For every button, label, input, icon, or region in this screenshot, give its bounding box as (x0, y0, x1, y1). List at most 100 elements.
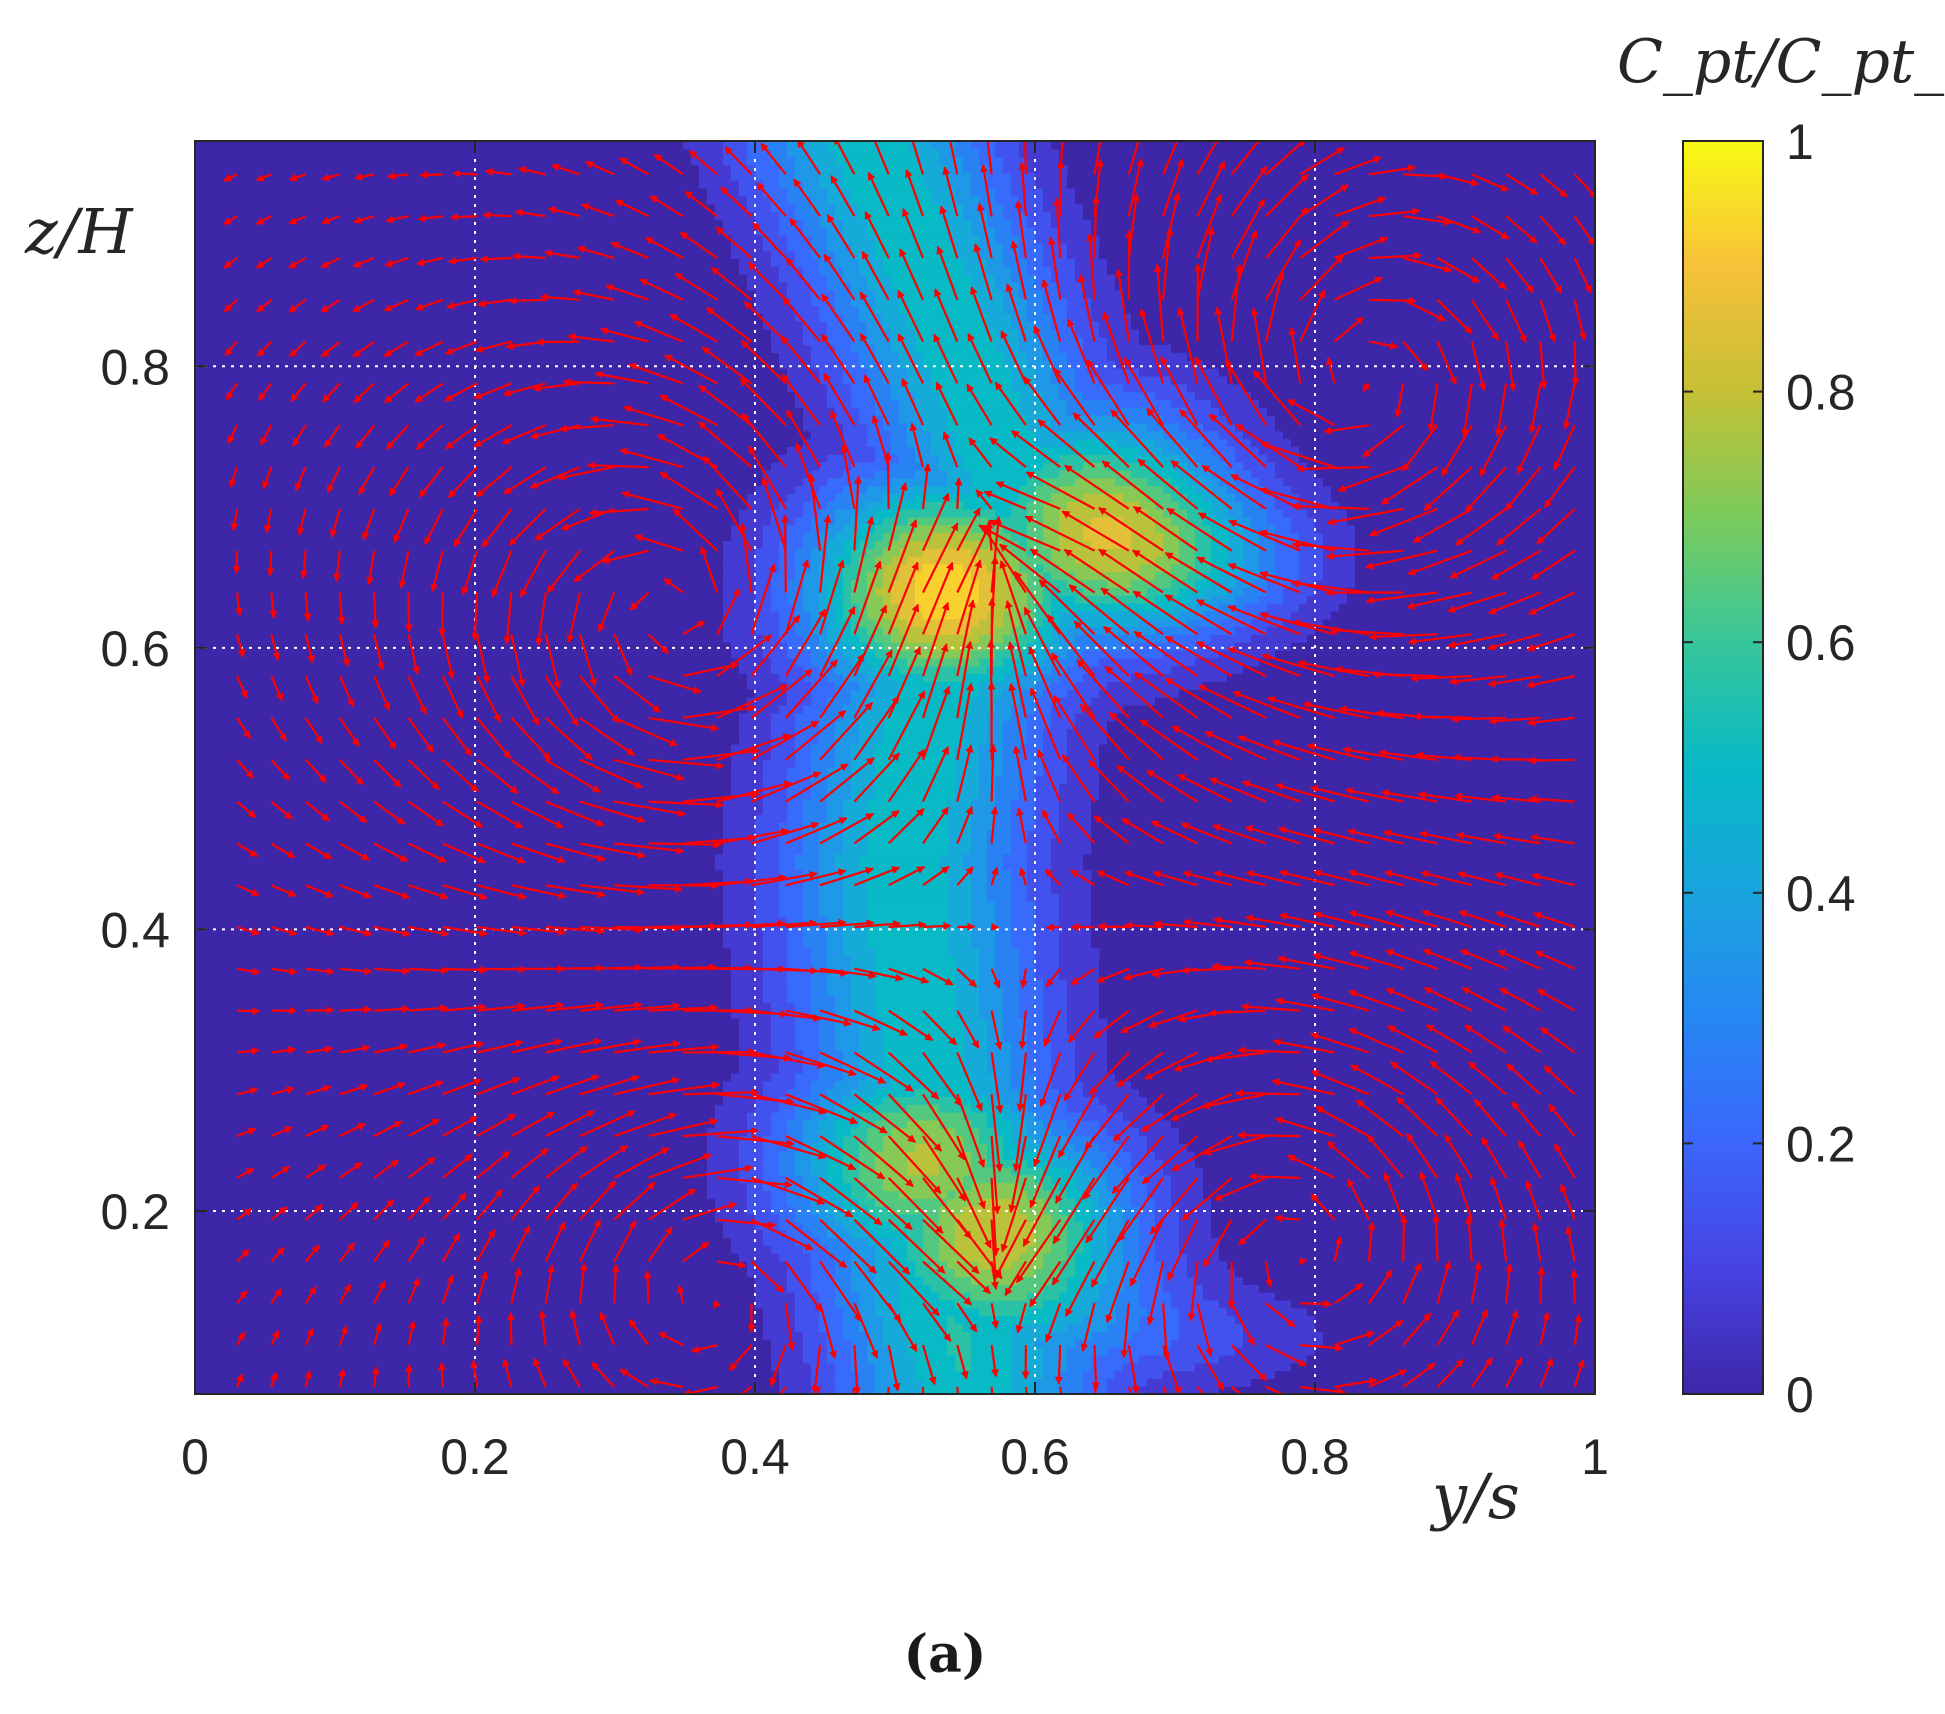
contour-cell (963, 1339, 972, 1348)
contour-cell (907, 1284, 916, 1293)
contour-cell (1043, 1096, 1052, 1105)
contour-cell (979, 728, 988, 737)
contour-cell (939, 877, 948, 886)
contour-cell (803, 924, 812, 933)
contour-cell (1123, 1166, 1132, 1176)
contour-cell (739, 931, 748, 941)
contour-cell (1307, 1331, 1316, 1340)
contour-cell (755, 1143, 764, 1152)
contour-cell (867, 1065, 876, 1074)
contour-cell (995, 1213, 1004, 1223)
contour-cell (1035, 767, 1044, 776)
contour-cell (811, 900, 820, 910)
contour-cell (1099, 1080, 1108, 1090)
contour-cell (1035, 1080, 1044, 1090)
contour-cell (1067, 790, 1076, 800)
contour-cell (1099, 1323, 1108, 1332)
contour-cell (787, 845, 796, 855)
contour-cell (851, 1276, 860, 1285)
contour-cell (1027, 1057, 1036, 1066)
contour-cell (971, 1229, 980, 1238)
contour-cell (827, 1025, 836, 1035)
contour-cell (835, 1268, 844, 1278)
contour-cell (915, 1127, 924, 1137)
contour-cell (779, 1112, 788, 1121)
contour-cell (915, 978, 924, 988)
contour-cell (851, 947, 860, 957)
contour-cell (1163, 1119, 1172, 1129)
contour-cell (891, 955, 900, 964)
contour-cell (1067, 697, 1076, 706)
contour-cell (1027, 822, 1036, 831)
contour-cell (931, 978, 940, 988)
contour-cell (747, 759, 756, 769)
contour-cell (771, 1347, 780, 1356)
contour-cell (859, 845, 868, 855)
contour-cell (715, 861, 724, 870)
contour-cell (851, 1190, 860, 1199)
contour-cell (995, 1033, 1004, 1043)
contour-cell (1139, 1096, 1148, 1105)
contour-cell (1059, 947, 1068, 957)
contour-cell (1067, 1127, 1076, 1137)
contour-cell (739, 1151, 748, 1160)
contour-cell (955, 1159, 964, 1168)
contour-cell (779, 900, 788, 910)
contour-cell (1195, 1221, 1204, 1231)
contour-cell (867, 861, 876, 870)
contour-cell (739, 1221, 748, 1231)
contour-cell (907, 1143, 916, 1152)
contour-cell (1099, 744, 1108, 753)
contour-cell (1059, 1331, 1068, 1340)
contour-cell (939, 1002, 948, 1011)
contour-cell (803, 1253, 812, 1262)
contour-cell (955, 1166, 964, 1176)
contour-cell (1203, 1166, 1212, 1176)
contour-cell (835, 1206, 844, 1215)
contour-cell (859, 1041, 868, 1051)
contour-cell (755, 884, 764, 894)
contour-cell (851, 861, 860, 870)
contour-cell (947, 1018, 956, 1027)
contour-cell (787, 1386, 796, 1394)
contour-cell (859, 790, 868, 800)
contour-cell (1059, 963, 1068, 972)
contour-cell (827, 830, 836, 839)
contour-cell (763, 971, 772, 980)
contour-cell (1147, 1112, 1156, 1121)
contour-cell (811, 861, 820, 870)
contour-cell (883, 1010, 892, 1019)
contour-cell (803, 1362, 812, 1372)
contour-cell (1083, 1057, 1092, 1066)
contour-cell (1235, 1300, 1244, 1309)
contour-cell (1099, 963, 1108, 972)
contour-cell (851, 798, 860, 808)
contour-cell (907, 1119, 916, 1129)
contour-cell (731, 790, 740, 800)
contour-cell (811, 1174, 820, 1184)
contour-cell (771, 994, 780, 1004)
contour-cell (1075, 1166, 1084, 1176)
contour-cell (923, 986, 932, 996)
contour-cell (771, 1112, 780, 1121)
contour-cell (1075, 931, 1084, 941)
contour-cell (979, 978, 988, 988)
contour-cell (819, 1080, 828, 1090)
contour-cell (827, 1002, 836, 1011)
contour-cell (779, 1237, 788, 1246)
contour-cell (883, 1112, 892, 1121)
contour-cell (739, 751, 748, 761)
contour-cell (1075, 736, 1084, 745)
contour-cell (875, 806, 884, 816)
contour-cell (979, 744, 988, 753)
contour-cell (915, 728, 924, 737)
contour-cell (787, 775, 796, 784)
contour-cell (771, 1143, 780, 1152)
contour-cell (1035, 994, 1044, 1004)
contour-cell (1107, 1143, 1116, 1152)
contour-cell (715, 1166, 724, 1176)
contour-cell (803, 1213, 812, 1223)
contour-cell (699, 1143, 708, 1152)
contour-cell (771, 1315, 780, 1325)
contour-cell (795, 806, 804, 816)
